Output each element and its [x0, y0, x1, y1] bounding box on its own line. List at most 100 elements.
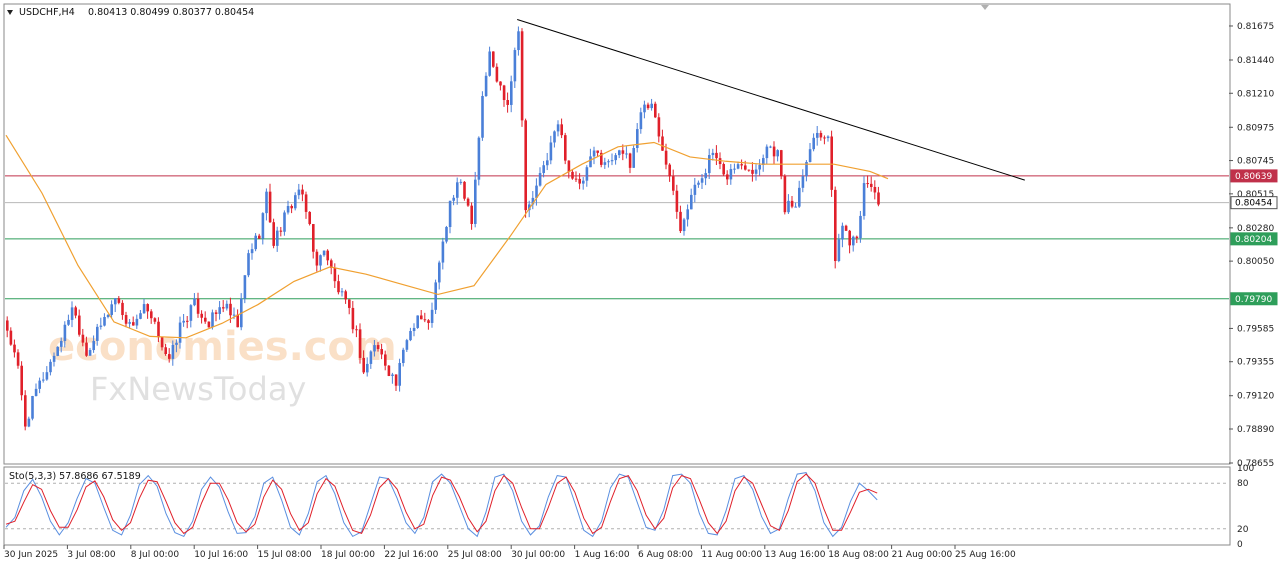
candle — [110, 300, 113, 319]
candle-body — [416, 315, 419, 328]
candle — [150, 309, 153, 324]
y-tick-label: 0.78655 — [1237, 459, 1274, 469]
shift-marker-icon[interactable] — [981, 5, 989, 10]
candle-body — [751, 169, 754, 174]
candle — [265, 188, 268, 221]
x-tick-label: 22 Jul 16:00 — [384, 550, 438, 560]
candle-body — [632, 148, 635, 168]
candle — [78, 309, 81, 337]
candle — [160, 336, 164, 351]
candle — [319, 254, 322, 272]
y-tick-label: 0.81675 — [1237, 22, 1274, 32]
candle — [423, 312, 427, 323]
candle — [186, 315, 189, 329]
candle-body — [866, 183, 869, 185]
candle — [538, 167, 542, 187]
x-tick-label: 6 Aug 08:00 — [638, 550, 693, 560]
x-tick-label: 18 Jul 00:00 — [321, 550, 375, 560]
candle-body — [556, 124, 560, 132]
candle-body — [520, 31, 524, 121]
candle — [301, 184, 304, 202]
candle-body — [700, 178, 704, 183]
candle-body — [859, 215, 862, 239]
candle-body — [398, 363, 401, 386]
x-tick-label: 30 Jun 2025 — [4, 550, 58, 560]
candle-body — [610, 160, 614, 162]
candle — [225, 300, 229, 311]
candle — [70, 301, 74, 328]
candle-body — [326, 250, 329, 261]
candle — [646, 102, 650, 110]
candle-body — [524, 120, 527, 211]
x-tick-label: 1 Aug 16:00 — [575, 550, 630, 560]
candle — [294, 192, 297, 211]
candle-body — [171, 344, 175, 359]
candle — [200, 310, 203, 324]
y-tick-label: 0.80280 — [1237, 224, 1274, 234]
candle-body — [823, 137, 826, 139]
candle — [182, 313, 185, 327]
candle — [204, 311, 207, 324]
candle-body — [106, 314, 110, 317]
candle — [153, 317, 157, 325]
candle-body — [27, 418, 31, 427]
candle-body — [675, 190, 679, 212]
candle-body — [6, 320, 9, 331]
candle-body — [837, 239, 841, 262]
candle — [506, 92, 509, 113]
candle — [787, 194, 790, 214]
candle-body — [553, 131, 556, 143]
candle — [862, 176, 866, 220]
candle-body — [470, 205, 473, 224]
candle-body — [754, 169, 758, 174]
candle — [279, 226, 283, 237]
candle-body — [502, 85, 506, 101]
candle-body — [52, 355, 56, 362]
candle — [870, 176, 873, 192]
candle-body — [567, 160, 571, 172]
candle-body — [697, 182, 700, 185]
candle — [711, 148, 715, 161]
candle-body — [211, 312, 214, 328]
candle — [16, 349, 20, 369]
candle — [499, 81, 502, 91]
stochastic-y-label: 100 — [1237, 464, 1254, 474]
candle-body — [474, 179, 477, 224]
candle — [567, 160, 571, 179]
candle-body — [315, 251, 319, 266]
candle — [481, 91, 484, 141]
candle-body — [49, 361, 52, 373]
candle-body — [441, 241, 445, 263]
candle — [38, 377, 41, 394]
candle-body — [268, 191, 272, 223]
candle — [326, 249, 329, 266]
candle — [85, 336, 88, 357]
candle — [808, 143, 812, 163]
candle — [535, 178, 538, 206]
candle — [582, 177, 585, 190]
candle-body — [20, 365, 23, 396]
candle-body — [420, 315, 423, 320]
candle-body — [254, 235, 257, 250]
symbol-dropdown-icon[interactable] — [7, 10, 13, 15]
candle — [330, 258, 333, 275]
candle-body — [495, 66, 499, 82]
candle-body — [128, 322, 131, 324]
candle-body — [117, 298, 121, 303]
candle-body — [528, 204, 531, 211]
candle-body — [31, 396, 34, 419]
candle-body — [135, 318, 139, 326]
candle-body — [229, 303, 232, 316]
candle — [513, 47, 517, 89]
candle-body — [715, 152, 718, 159]
candle — [96, 323, 99, 346]
candle-body — [589, 156, 592, 168]
candle — [628, 152, 632, 174]
candle-body — [283, 212, 286, 232]
candle-body — [740, 164, 743, 166]
candle-body — [38, 380, 41, 389]
candle — [387, 365, 391, 377]
candle — [600, 149, 603, 168]
